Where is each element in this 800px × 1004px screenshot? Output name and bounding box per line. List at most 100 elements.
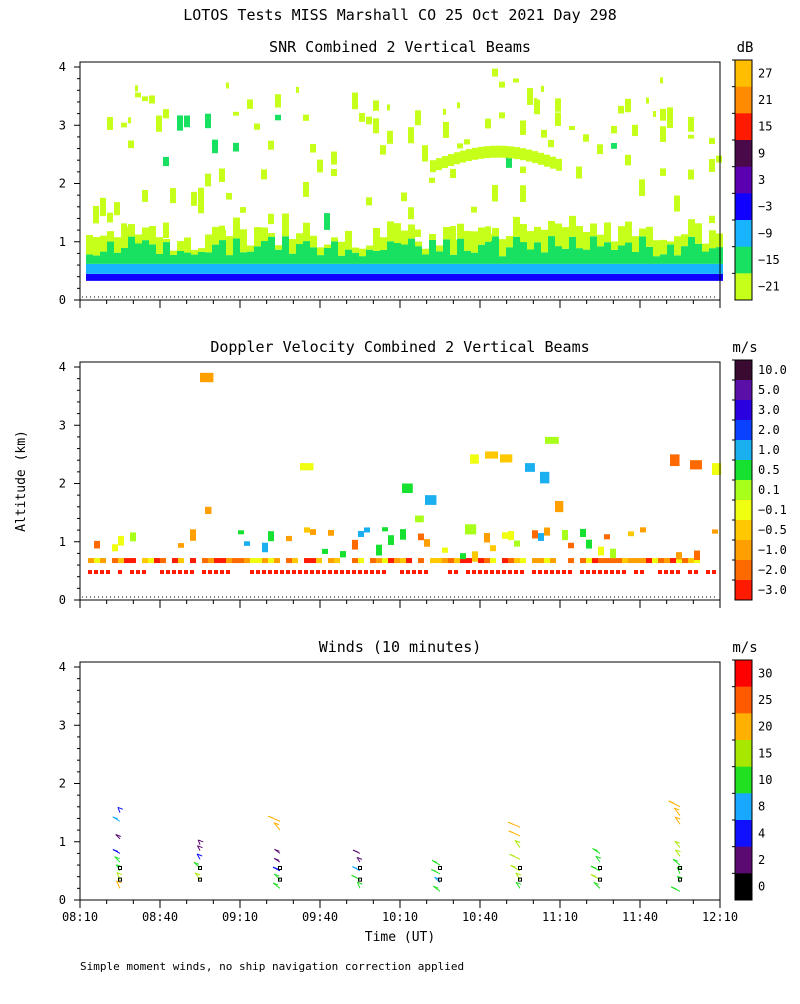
snr-cell — [86, 234, 93, 255]
snr-cell — [275, 263, 282, 274]
snr-cell — [457, 263, 464, 274]
snr-cell — [401, 273, 408, 281]
doppler-cell — [550, 558, 556, 564]
colorbar-frame — [734, 659, 753, 901]
snr-cell — [380, 237, 387, 251]
snr-cell — [247, 263, 254, 274]
snr-cell — [359, 273, 366, 281]
snr-cell — [541, 229, 548, 253]
doppler-cell — [178, 543, 184, 548]
snr-cell — [702, 263, 709, 274]
snr-cell — [618, 226, 625, 246]
snr-cell — [576, 263, 583, 274]
snr-cell — [695, 263, 702, 274]
snr-cell — [688, 273, 695, 281]
snr-cell — [352, 92, 358, 110]
doppler-cell — [376, 570, 380, 575]
snr-cell — [345, 263, 352, 274]
wind-barb-flag — [272, 866, 279, 870]
wind-barb-flag — [515, 872, 522, 876]
snr-cell — [639, 263, 646, 274]
snr-cell — [562, 248, 569, 264]
snr-cell — [667, 241, 674, 245]
snr-cell — [646, 226, 653, 247]
doppler-cell — [250, 558, 256, 564]
doppler-cell — [316, 558, 322, 564]
doppler-cell — [640, 558, 646, 564]
snr-cell — [611, 143, 617, 149]
wind-barb-flag — [514, 840, 521, 843]
doppler-cell — [690, 460, 702, 470]
doppler-cell — [610, 548, 616, 559]
wind-barb-flag — [592, 848, 598, 852]
snr-cell — [513, 78, 519, 83]
wind-barb-flag — [509, 853, 515, 857]
snr-cell — [583, 231, 590, 250]
doppler-cell — [226, 570, 230, 575]
doppler-cell — [328, 570, 332, 575]
colorbar-label: 9 — [758, 146, 765, 160]
snr-cell — [226, 263, 233, 274]
doppler-cell — [376, 558, 382, 564]
snr-cell — [674, 263, 681, 274]
snr-cell — [555, 273, 562, 281]
snr-cell — [709, 215, 715, 224]
snr-cell — [163, 273, 170, 281]
wind-barb-flag — [672, 858, 679, 862]
doppler-cell — [544, 570, 548, 575]
snr-cell — [695, 273, 702, 281]
snr-cell — [471, 206, 477, 213]
colorbar-label: −3 — [758, 200, 772, 214]
wind-barb-flag — [674, 816, 681, 820]
doppler-cell — [538, 570, 542, 575]
snr-cell — [373, 273, 380, 281]
snr-cell — [681, 246, 688, 264]
snr-cell — [702, 273, 709, 281]
doppler-cell — [652, 558, 658, 564]
wind-station-marker — [678, 877, 682, 882]
wind-barb-flag — [195, 872, 201, 876]
doppler-cell — [532, 558, 538, 564]
snr-cell — [597, 144, 603, 155]
doppler-cell — [580, 528, 586, 538]
wind-station-marker — [278, 865, 282, 870]
snr-cell — [492, 236, 499, 264]
snr-cell — [625, 221, 632, 243]
doppler-cell — [604, 534, 610, 540]
snr-cell — [527, 273, 534, 281]
snr-cell — [114, 202, 120, 216]
y-tick-label: 0 — [59, 893, 66, 907]
doppler-cell — [358, 530, 364, 537]
snr-cell — [254, 246, 261, 264]
snr-cell — [464, 263, 471, 274]
snr-cell — [457, 143, 463, 149]
doppler-cell — [118, 558, 124, 564]
snr-cell — [436, 251, 443, 264]
snr-cell — [532, 151, 538, 164]
snr-cell — [611, 125, 617, 134]
snr-cell — [149, 225, 156, 245]
doppler-cell — [658, 558, 664, 564]
snr-cell — [114, 263, 121, 274]
snr-cell — [401, 263, 408, 274]
snr-cell — [492, 184, 498, 202]
colorbar-swatch — [735, 713, 752, 741]
snr-cell — [268, 233, 275, 237]
doppler-cell — [400, 570, 404, 575]
doppler-cell — [300, 463, 314, 471]
panel-winds-yaxis: 0 1 2 3 4 — [59, 660, 80, 907]
doppler-cell — [418, 570, 422, 575]
colorbar-label: 10.0 — [758, 363, 787, 377]
doppler-cell — [376, 544, 382, 556]
doppler-cell — [292, 558, 298, 564]
doppler-cell — [496, 570, 500, 575]
snr-cell — [709, 263, 716, 274]
snr-cell — [317, 263, 324, 274]
doppler-cell — [465, 524, 477, 535]
snr-cell — [352, 263, 359, 274]
colorbar-label: 0.1 — [758, 483, 780, 497]
snr-cell — [331, 168, 337, 177]
snr-cell — [100, 235, 107, 252]
doppler-cell — [478, 558, 484, 564]
colorbar-swatch — [735, 873, 752, 901]
